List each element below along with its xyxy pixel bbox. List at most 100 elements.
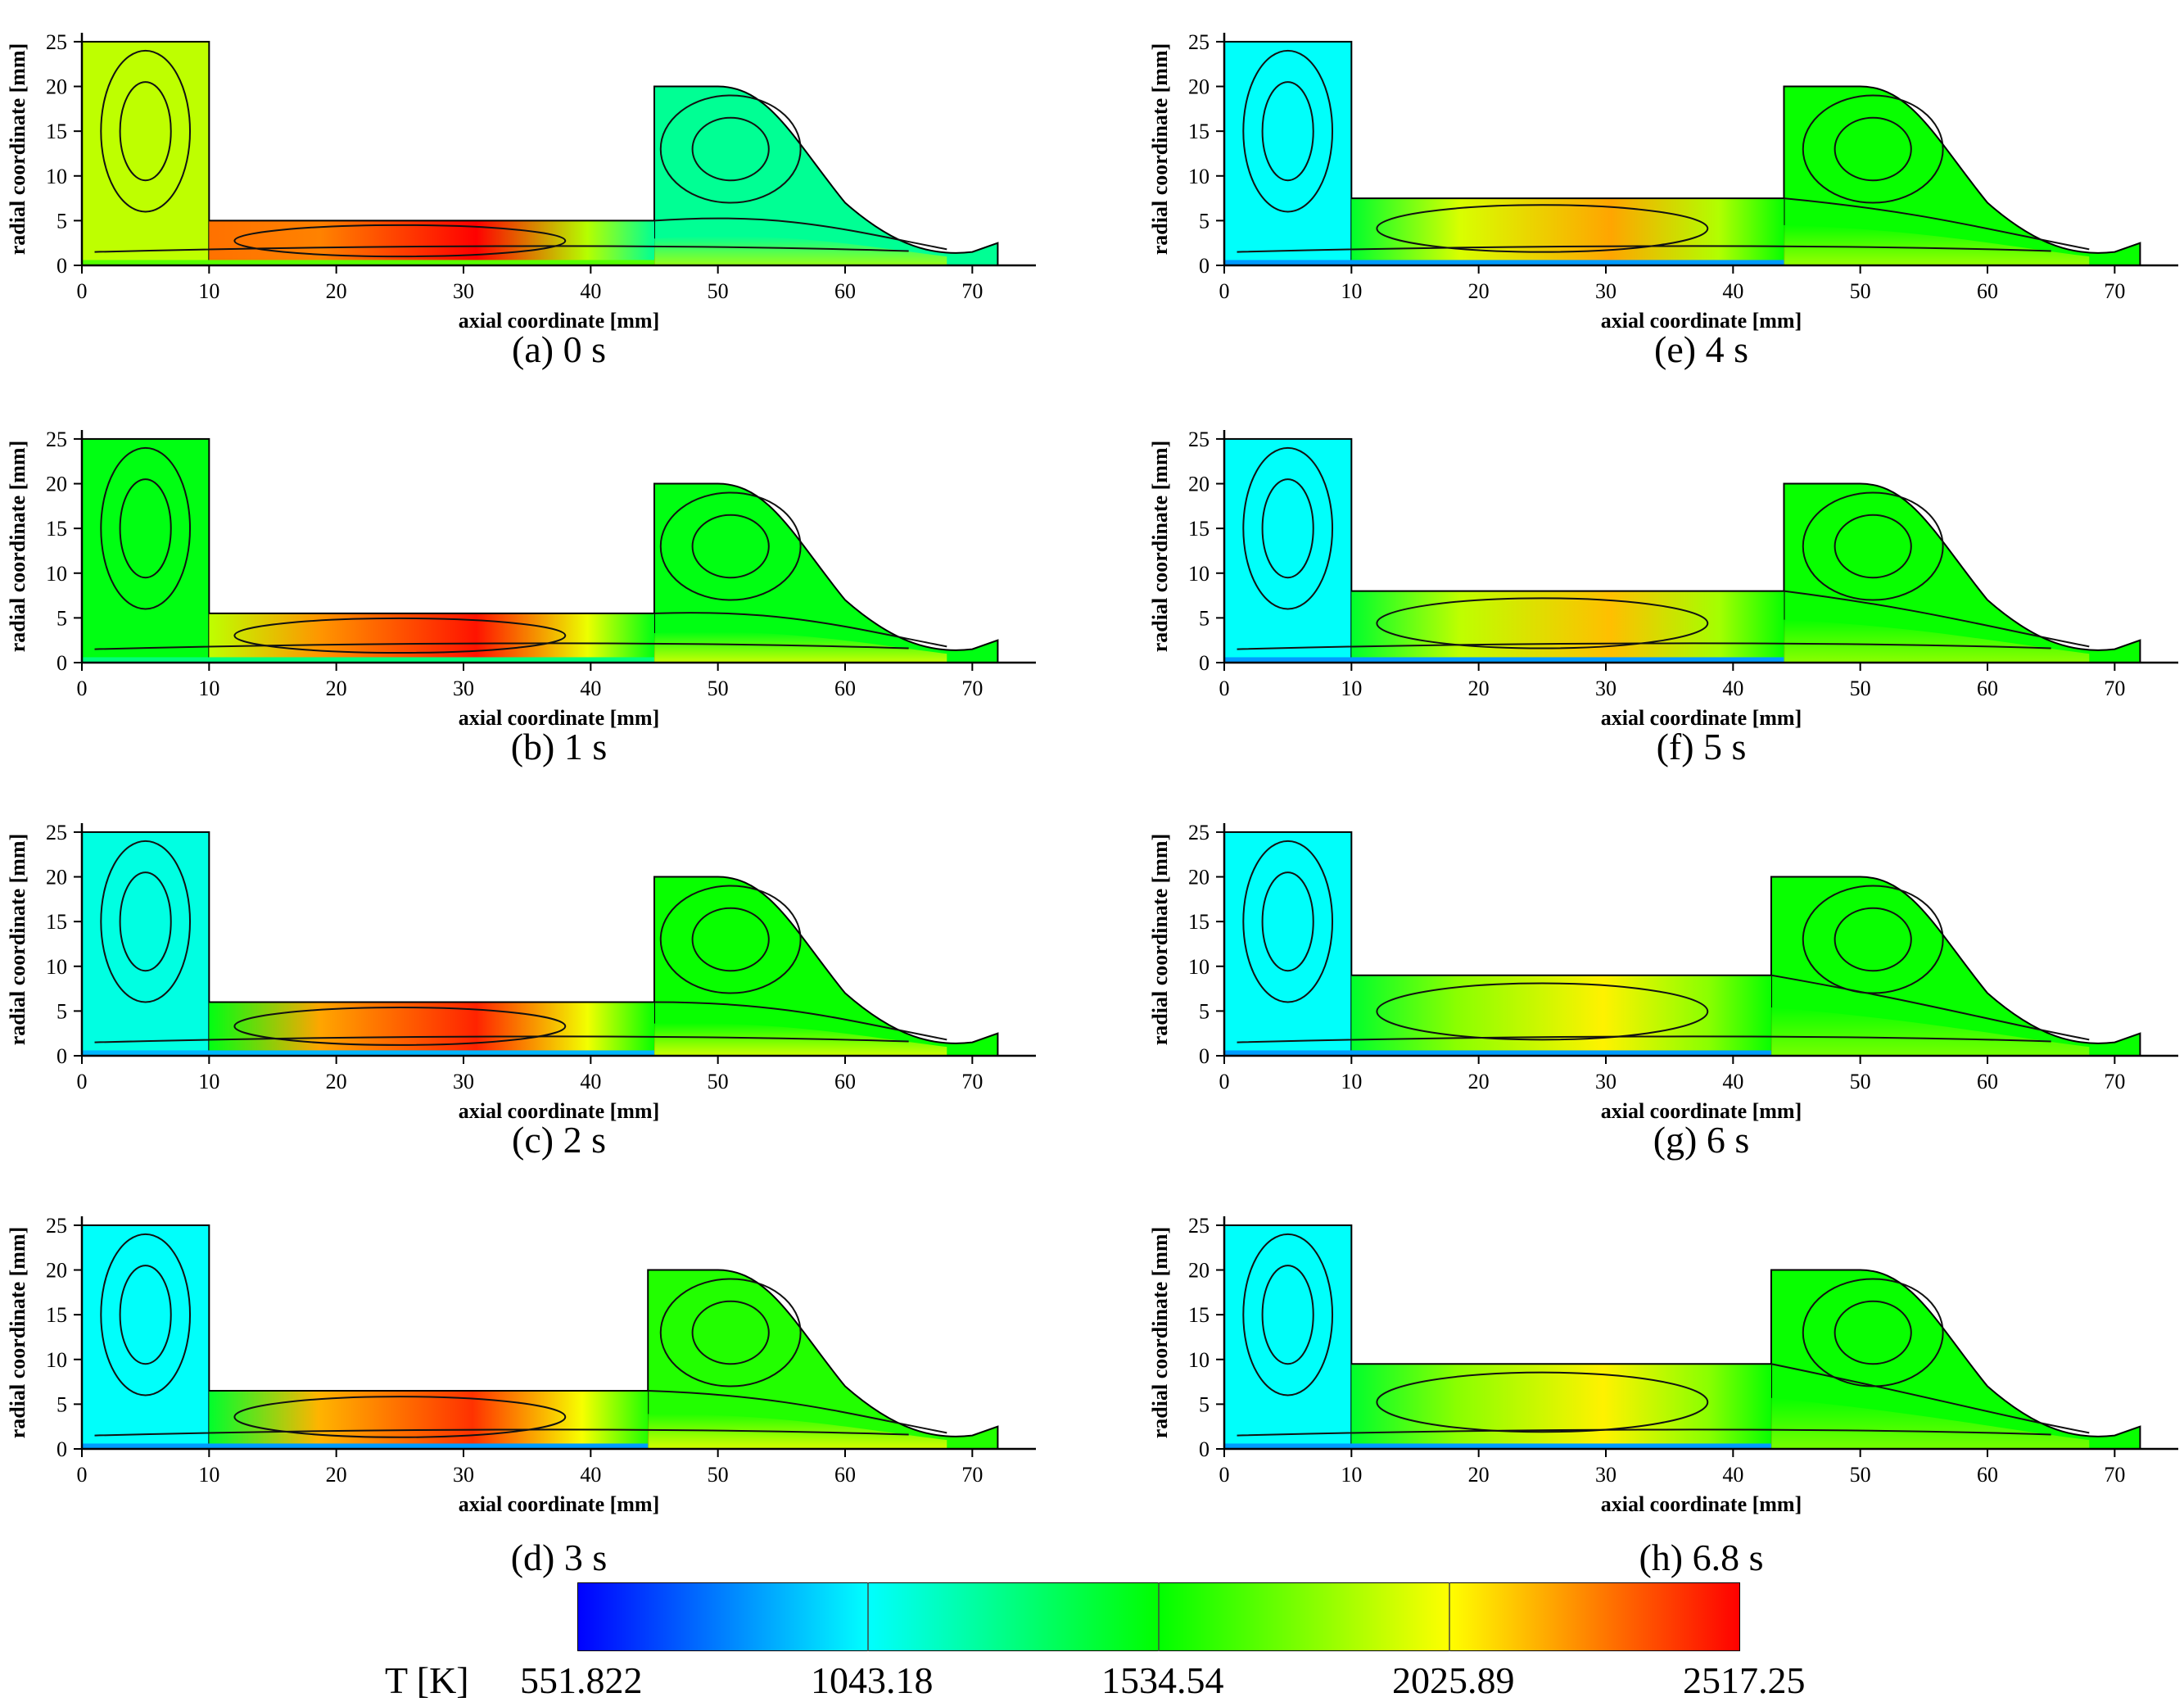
x-tick-label: 30 xyxy=(1595,677,1617,700)
x-tick-label: 60 xyxy=(834,1070,856,1093)
axes: 0 10 20 30 40 50 60 70 0 5 10 15 20 25 axial coordinat… xyxy=(1148,1214,2178,1516)
colorbar-tick-label: 1043.18 xyxy=(811,1659,934,1701)
neck-hot-region xyxy=(209,613,655,663)
temperature-contour-plot: 0 10 20 30 40 50 60 70 0 5 10 15 20 25 axial coordinat… xyxy=(1148,30,2178,333)
nozzle-jet-region xyxy=(654,236,947,265)
x-tick-label: 0 xyxy=(77,1463,88,1487)
axial-streamline xyxy=(1237,245,2051,253)
x-tick-label: 40 xyxy=(1722,1070,1743,1093)
right-vortex-streamline-0 xyxy=(1802,491,1944,601)
nozzle-jet-region xyxy=(1770,1397,2090,1449)
right-vortex-streamline-1 xyxy=(691,514,770,579)
axis-cool-strip xyxy=(1224,260,1784,265)
x-tick-label: 20 xyxy=(326,279,347,303)
y-tick-label: 25 xyxy=(46,428,67,451)
right-vortex-streamline-0 xyxy=(659,94,802,204)
neck-hot-region xyxy=(1351,975,1771,1056)
x-tick-label: 70 xyxy=(2104,1463,2125,1487)
y-tick-label: 25 xyxy=(1188,30,1210,54)
axial-streamline xyxy=(94,1035,909,1043)
left-chamber-region xyxy=(1223,1224,1353,1451)
nozzle-jet-region xyxy=(1784,224,2090,265)
y-tick-label: 15 xyxy=(1188,517,1210,541)
x-tick-label: 0 xyxy=(1219,1070,1230,1093)
y-tick-label: 10 xyxy=(46,562,67,586)
x-tick-label: 30 xyxy=(453,677,474,700)
axis-cool-strip xyxy=(82,1050,654,1056)
left-vortex-streamline-0 xyxy=(100,49,192,213)
nozzle-streamline xyxy=(1784,197,2090,251)
y-tick-label: 5 xyxy=(57,209,67,233)
left-vortex-streamline-1 xyxy=(119,478,172,579)
x-tick-label: 70 xyxy=(2104,279,2125,303)
right-vortex-streamline-0 xyxy=(1802,94,1944,204)
x-tick-label: 40 xyxy=(580,677,601,700)
x-tick-label: 50 xyxy=(1850,677,1871,700)
panel-caption: (f) 5 s xyxy=(1656,726,1747,767)
colorbar-tick-label: 2517.25 xyxy=(1683,1659,1806,1701)
right-chamber-region xyxy=(653,85,999,266)
y-tick-label: 5 xyxy=(1199,999,1210,1023)
y-tick-label: 5 xyxy=(57,606,67,630)
x-tick-label: 50 xyxy=(708,1070,729,1093)
temperature-contour-plot: 0 10 20 30 40 50 60 70 0 5 10 15 20 25 axial coordinat… xyxy=(1148,1214,2178,1516)
axis-cool-strip xyxy=(1224,1050,1771,1056)
nozzle-jet-region xyxy=(1770,1007,2090,1056)
x-tick-label: 10 xyxy=(1341,677,1362,700)
colorbar-title: T [K] xyxy=(385,1659,469,1701)
x-tick-label: 20 xyxy=(326,1463,347,1487)
x-tick-label: 10 xyxy=(1341,279,1362,303)
colorbar xyxy=(577,1582,1740,1651)
temperature-contour-plot: 0 10 20 30 40 50 60 70 0 5 10 15 20 25 axial coordinat… xyxy=(6,821,1036,1123)
nozzle-jet-region xyxy=(1784,619,2090,663)
left-vortex-streamline-1 xyxy=(1261,478,1314,579)
nozzle-streamline xyxy=(1770,1363,2090,1434)
right-chamber-region xyxy=(1770,1269,2141,1450)
streamlines xyxy=(1237,49,2090,253)
x-tick-label: 30 xyxy=(1595,279,1617,303)
y-tick-label: 0 xyxy=(57,1044,67,1068)
x-tick-label: 20 xyxy=(326,677,347,700)
left-vortex-streamline-0 xyxy=(100,840,192,1003)
right-vortex-streamline-1 xyxy=(1834,116,1912,182)
right-vortex-streamline-1 xyxy=(1834,514,1912,579)
axis-cool-strip xyxy=(1224,1443,1771,1449)
temperature-contour-plot: 0 10 20 30 40 50 60 70 0 5 10 15 20 25 axial coordinat… xyxy=(6,30,1036,333)
panel-caption: (a) 0 s xyxy=(512,328,606,370)
y-tick-label: 0 xyxy=(57,254,67,278)
x-tick-label: 10 xyxy=(1341,1463,1362,1487)
right-chamber-region xyxy=(1783,85,2141,266)
y-tick-label: 25 xyxy=(1188,1214,1210,1238)
panel-caption: (g) 6 s xyxy=(1653,1119,1750,1161)
right-chamber-region xyxy=(647,1269,999,1450)
x-tick-label: 60 xyxy=(834,677,856,700)
nozzle-streamline xyxy=(653,612,947,648)
x-tick-label: 60 xyxy=(1977,1463,1998,1487)
right-chamber-region xyxy=(1770,876,2141,1057)
x-tick-label: 0 xyxy=(1219,677,1230,700)
y-tick-label: 25 xyxy=(46,30,67,54)
left-vortex-streamline-1 xyxy=(1261,81,1314,182)
x-tick-label: 40 xyxy=(580,1463,601,1487)
x-tick-label: 30 xyxy=(453,1070,474,1093)
y-tick-label: 10 xyxy=(46,165,67,188)
x-tick-label: 70 xyxy=(961,1070,983,1093)
panel-caption: (b) 1 s xyxy=(510,726,608,767)
panel-caption: (c) 2 s xyxy=(512,1119,606,1161)
y-axis-label: radial coordinate [mm] xyxy=(6,43,29,256)
y-tick-label: 25 xyxy=(1188,428,1210,451)
x-tick-label: 0 xyxy=(77,1070,88,1093)
neck-hot-region xyxy=(1351,1364,1771,1449)
axis-cool-strip xyxy=(1224,657,1784,663)
y-tick-label: 20 xyxy=(46,866,67,889)
y-tick-label: 0 xyxy=(1199,1044,1210,1068)
x-tick-label: 30 xyxy=(1595,1070,1617,1093)
neck-hot-region xyxy=(209,1391,649,1449)
left-vortex-streamline-1 xyxy=(119,1265,172,1365)
right-vortex-streamline-1 xyxy=(1834,907,1912,972)
x-axis-label: axial coordinate [mm] xyxy=(1601,1099,1802,1123)
y-tick-label: 10 xyxy=(1188,562,1210,586)
y-tick-label: 15 xyxy=(46,517,67,541)
streamlines xyxy=(1237,840,2090,1043)
x-tick-label: 60 xyxy=(1977,279,1998,303)
